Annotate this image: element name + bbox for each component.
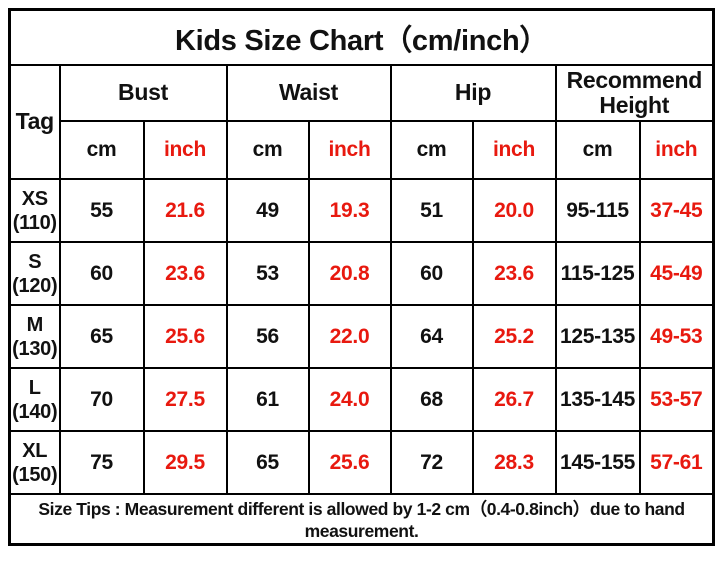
size-value-cm: 64 bbox=[389, 304, 474, 369]
unit-header-inch: inch bbox=[142, 120, 228, 180]
size-value-inch: 19.3 bbox=[307, 178, 392, 243]
table-row: XL (150) 75 29.5 65 25.6 72 28.3 145-155 57-61 bbox=[8, 430, 715, 495]
measure-group-header: Waist bbox=[225, 64, 392, 122]
row-tag-label: S bbox=[28, 250, 42, 273]
row-tag-size-number: (130) bbox=[12, 337, 58, 360]
size-value-cm: 72 bbox=[389, 430, 474, 495]
size-value-inch: 57-61 bbox=[638, 430, 715, 495]
table-row: L (140) 70 27.5 61 24.0 68 26.7 135-145 53-57 bbox=[8, 367, 715, 432]
size-value-inch: 49-53 bbox=[638, 304, 715, 369]
size-value-inch: 20.0 bbox=[471, 178, 557, 243]
size-value-cm: 60 bbox=[58, 241, 145, 306]
size-value-cm: 51 bbox=[389, 178, 474, 243]
size-value-inch: 25.6 bbox=[307, 430, 392, 495]
unit-header-inch: inch bbox=[638, 120, 715, 180]
size-value-inch: 25.2 bbox=[471, 304, 557, 369]
measure-group-header: Recommend Height bbox=[554, 64, 715, 122]
group-header-row: Tag Bust Waist Hip Recommend Height bbox=[8, 64, 715, 180]
size-value-inch: 22.0 bbox=[307, 304, 392, 369]
size-value-inch: 28.3 bbox=[471, 430, 557, 495]
size-value-cm: 60 bbox=[389, 241, 474, 306]
size-value-cm: 75 bbox=[58, 430, 145, 495]
row-tag-cell: M (130) bbox=[8, 304, 61, 369]
size-value-cm: 70 bbox=[58, 367, 145, 432]
row-tag-label: XS bbox=[21, 187, 48, 210]
row-tag-label: XL bbox=[22, 439, 48, 462]
unit-header-cm: cm bbox=[58, 120, 145, 180]
table-row: M (130) 65 25.6 56 22.0 64 25.2 125-135 49-53 bbox=[8, 304, 715, 369]
size-value-cm: 49 bbox=[225, 178, 310, 243]
size-value-cm: 65 bbox=[225, 430, 310, 495]
unit-header-cm: cm bbox=[389, 120, 474, 180]
size-value-inch: 53-57 bbox=[638, 367, 715, 432]
size-value-cm: 125-135 bbox=[554, 304, 641, 369]
title-row: Kids Size Chart（cm/inch） bbox=[8, 8, 715, 66]
size-value-cm: 145-155 bbox=[554, 430, 641, 495]
row-tag-size-number: (150) bbox=[12, 463, 58, 486]
row-tag-size-number: (120) bbox=[12, 274, 58, 297]
size-tips-text: Size Tips : Measurement different is all… bbox=[8, 493, 715, 546]
size-value-cm: 135-145 bbox=[554, 367, 641, 432]
size-chart-table: Kids Size Chart（cm/inch） Tag Bust Waist Hi… bbox=[8, 8, 716, 546]
size-value-cm: 65 bbox=[58, 304, 145, 369]
size-value-inch: 26.7 bbox=[471, 367, 557, 432]
row-tag-label: M bbox=[26, 313, 44, 336]
size-value-cm: 61 bbox=[225, 367, 310, 432]
size-value-cm: 95-115 bbox=[554, 178, 641, 243]
row-tag-label: L bbox=[28, 376, 41, 399]
tag-column-header: Tag bbox=[8, 64, 61, 180]
unit-header-row: cm inch cm inch cm inch cm inch bbox=[10, 120, 715, 180]
measure-group-header: Hip bbox=[389, 64, 557, 122]
measure-group-header: Bust bbox=[58, 64, 228, 122]
table-row: XS (110) 55 21.6 49 19.3 51 20.0 95-115 37-45 bbox=[8, 178, 715, 243]
row-tag-cell: XL (150) bbox=[8, 430, 61, 495]
size-value-inch: 21.6 bbox=[142, 178, 228, 243]
size-value-inch: 45-49 bbox=[638, 241, 715, 306]
size-value-inch: 25.6 bbox=[142, 304, 228, 369]
table-row: S (120) 60 23.6 53 20.8 60 23.6 115-125 45-49 bbox=[8, 241, 715, 306]
tips-row: Size Tips : Measurement different is all… bbox=[8, 493, 715, 546]
size-value-inch: 20.8 bbox=[307, 241, 392, 306]
row-tag-cell: S (120) bbox=[8, 241, 61, 306]
size-value-inch: 27.5 bbox=[142, 367, 228, 432]
row-tag-size-number: (140) bbox=[12, 400, 58, 423]
size-value-cm: 115-125 bbox=[554, 241, 641, 306]
size-value-inch: 24.0 bbox=[307, 367, 392, 432]
unit-header-cm: cm bbox=[225, 120, 310, 180]
unit-header-inch: inch bbox=[307, 120, 392, 180]
size-value-inch: 23.6 bbox=[471, 241, 557, 306]
size-value-cm: 56 bbox=[225, 304, 310, 369]
unit-header-inch: inch bbox=[471, 120, 557, 180]
page-title: Kids Size Chart（cm/inch） bbox=[8, 8, 715, 66]
size-value-cm: 68 bbox=[389, 367, 474, 432]
size-table-body: XS (110) 55 21.6 49 19.3 51 20.0 95-115 37-45 S (12… bbox=[8, 178, 715, 495]
size-value-inch: 29.5 bbox=[142, 430, 228, 495]
size-value-cm: 55 bbox=[58, 178, 145, 243]
row-tag-cell: L (140) bbox=[8, 367, 61, 432]
size-value-inch: 37-45 bbox=[638, 178, 715, 243]
row-tag-cell: XS (110) bbox=[8, 178, 61, 243]
row-tag-size-number: (110) bbox=[12, 211, 57, 234]
size-value-cm: 53 bbox=[225, 241, 310, 306]
size-value-inch: 23.6 bbox=[142, 241, 228, 306]
unit-header-cm: cm bbox=[554, 120, 641, 180]
